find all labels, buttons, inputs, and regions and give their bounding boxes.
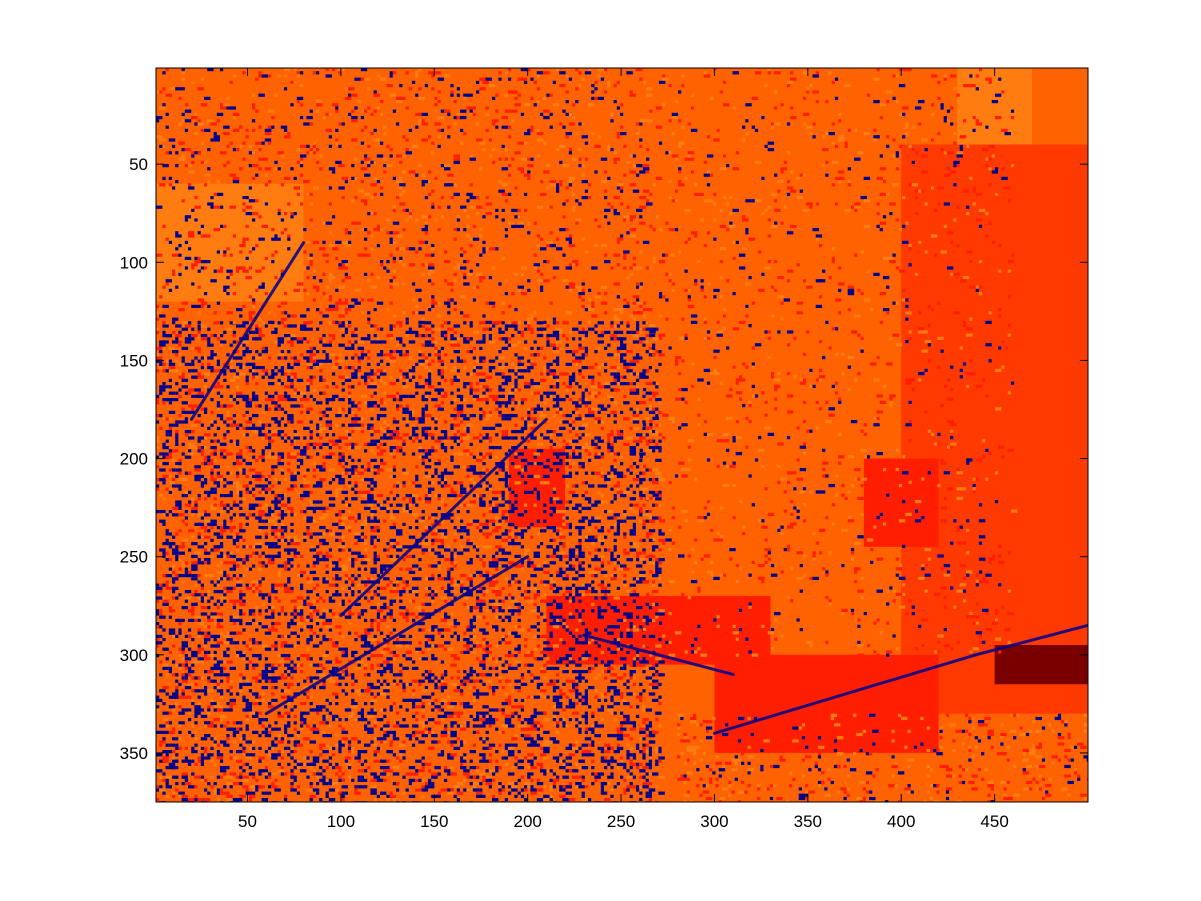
x-tick-label: 300 [700,812,728,831]
y-tick-label: 300 [120,646,148,665]
heatmap-region [714,654,939,753]
x-tick-label: 50 [238,812,257,831]
y-tick-label: 150 [120,351,148,370]
heatmap-noise-zone [677,713,1088,802]
edge-stroke [339,417,548,618]
heatmap-noise-zone [156,321,665,802]
x-tick-label: 400 [887,812,915,831]
x-tick-label: 200 [513,812,541,831]
x-tick-label: 250 [607,812,635,831]
plot-area [156,68,1088,802]
heatmap-region [994,644,1088,685]
axes-frame [155,67,1089,803]
y-tick-label: 250 [120,548,148,567]
x-tick-label: 350 [794,812,822,831]
y-tick-label: 350 [120,744,148,763]
y-tick-label: 100 [120,253,148,272]
edge-stroke [189,241,306,421]
heatmap-region [901,144,1088,714]
heatmap-region [957,68,1032,145]
heatmap-image [156,68,1088,802]
heatmap-region [863,458,939,547]
y-tick-label: 50 [129,155,148,174]
heatmap-noise-zone [639,68,1018,657]
edge-stroke [582,633,735,676]
edge-stroke [712,653,978,735]
y-axis: 50 100 150 200 250 300 350 [120,155,1088,763]
edge-stroke [264,555,530,716]
edge-stroke [974,623,1088,657]
x-tick-label: 100 [327,812,355,831]
x-tick-label: 150 [420,812,448,831]
x-tick-label: 450 [980,812,1008,831]
y-tick-label: 200 [120,450,148,469]
x-axis: 50 100 150 200 250 300 350 400 450 [238,68,1009,831]
edge-strokes [189,241,1088,735]
heatmap-noise-zone [156,68,646,324]
